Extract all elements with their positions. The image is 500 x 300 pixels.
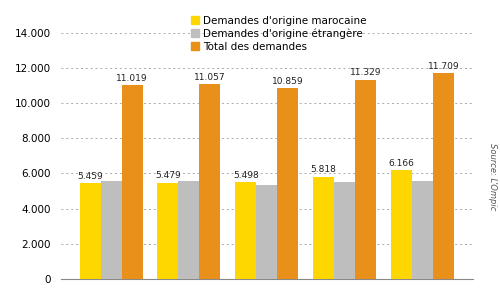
- Bar: [235, 182, 256, 279]
- Text: 11.329: 11.329: [350, 68, 381, 77]
- Text: 11.019: 11.019: [116, 74, 148, 83]
- Bar: [256, 184, 277, 279]
- Bar: [122, 85, 142, 279]
- Text: 11.057: 11.057: [194, 73, 226, 82]
- Text: 5.479: 5.479: [155, 172, 180, 181]
- Text: 5.818: 5.818: [310, 166, 336, 175]
- Bar: [433, 73, 454, 279]
- Text: 11.709: 11.709: [428, 62, 459, 71]
- Bar: [200, 84, 220, 279]
- Bar: [100, 181, 121, 279]
- Text: 10.859: 10.859: [272, 77, 304, 86]
- Bar: [158, 183, 178, 279]
- Bar: [334, 182, 355, 279]
- Bar: [391, 170, 412, 279]
- Bar: [277, 88, 298, 279]
- Legend: Demandes d'origine marocaine, Demandes d'origine étrangère, Total des demandes: Demandes d'origine marocaine, Demandes d…: [190, 15, 368, 53]
- Text: 5.498: 5.498: [233, 171, 258, 180]
- Bar: [178, 181, 200, 279]
- Bar: [313, 177, 334, 279]
- Text: 5.459: 5.459: [77, 172, 103, 181]
- Bar: [412, 182, 433, 279]
- Bar: [80, 183, 100, 279]
- Bar: [355, 80, 376, 279]
- Text: 6.166: 6.166: [388, 159, 414, 168]
- Text: Source: L’Ompic: Source: L’Ompic: [488, 142, 497, 210]
